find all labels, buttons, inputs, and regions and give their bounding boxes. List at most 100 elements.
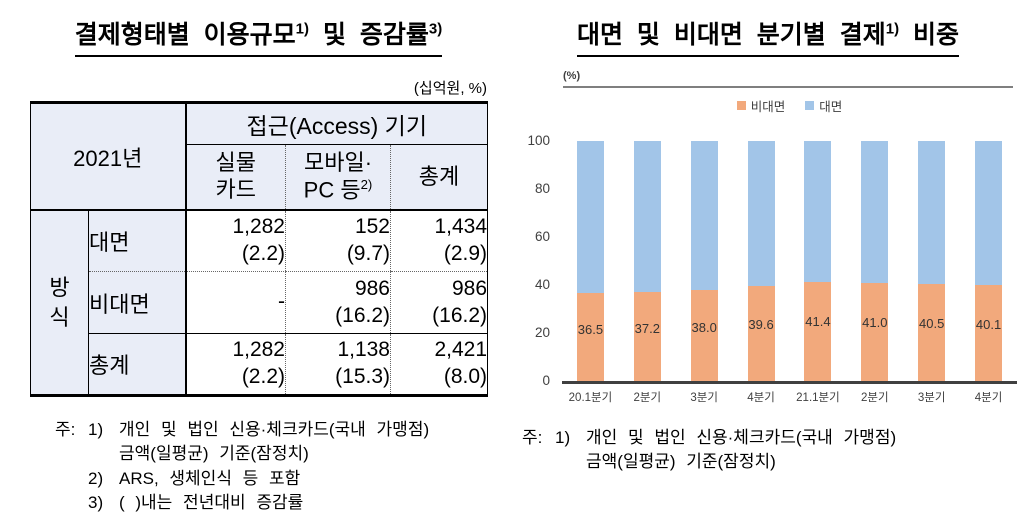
bidaemyeon-bar-segment: 41.4	[804, 281, 832, 381]
table-cell: 152 (9.7)	[285, 210, 391, 272]
daemyeon-bar-segment	[690, 141, 718, 290]
chart-title-text: 대면 및 비대면 분기별 결제1) 비중	[576, 15, 960, 57]
cell-change: (2.2)	[241, 242, 285, 265]
table-cell: 986 (16.2)	[285, 271, 391, 334]
chart-top-rule	[563, 86, 1013, 88]
cell-value: 1,282	[232, 338, 285, 362]
daemyeon-bar-segment	[747, 141, 775, 286]
x-tick-label: 4분기	[974, 392, 1003, 404]
bar-value-label: 41.0	[862, 315, 888, 331]
legend-label: 비대면	[750, 100, 786, 114]
bidaemyeon-bar-segment: 36.5	[576, 293, 604, 381]
stacked-bar: 41.0	[861, 141, 889, 381]
y-tick-label: 80	[534, 181, 550, 196]
bar-slot: 40.1	[960, 141, 1017, 381]
bar-slot: 41.0	[846, 141, 903, 381]
bar-slot: 36.5	[562, 141, 619, 381]
cell-value: 986	[354, 276, 390, 300]
daemyeon-bar-segment	[576, 141, 604, 294]
cell-change: (9.7)	[346, 242, 390, 265]
cell-value: 2,421	[434, 338, 488, 362]
table-cell: 1,282 (2.2)	[186, 334, 286, 396]
stacked-bar: 41.4	[804, 141, 832, 381]
left-panel-title: 결제형태별 이용규모1) 및 증감률3)	[30, 15, 487, 57]
x-tick-label: 21.1분기	[796, 392, 840, 404]
legend-swatch	[736, 101, 746, 110]
bidaemyeon-bar-segment: 38.0	[690, 289, 718, 381]
x-axis: 20.1분기 2분기 3분기 4분기 21.1분기 2분기 3분기 4분기	[562, 389, 1017, 405]
legend-item: 비대면	[736, 96, 786, 115]
left-title-text: 결제형태별 이용규모1) 및 증감률3)	[74, 15, 443, 57]
bidaemyeon-bar-segment: 37.2	[633, 291, 661, 381]
footnote-line: 주: 1) 개인 및 법인 신용·체크카드(국내 가맹점) 금액(일평균) 기준…	[522, 428, 897, 472]
cell-value: 1,138	[337, 338, 390, 362]
footnote-line: 2) ARS, 생체인식 등 포함	[88, 468, 301, 488]
bar-slot: 38.0	[676, 141, 733, 381]
row-label-daemyeon: 대면	[88, 210, 187, 272]
x-tick-label: 3분기	[917, 392, 946, 404]
column-header-physical-card: 실물 카드	[185, 144, 286, 211]
daemyeon-bar-segment	[633, 141, 661, 292]
footnote-line: 주: 1) 개인 및 법인 신용·체크카드(국내 가맹점) 금액(일평균) 기준…	[55, 420, 430, 464]
x-tick-label: 2분기	[633, 392, 662, 404]
column-header-mobile-pc: 모바일· PC 등2)	[285, 144, 391, 211]
left-footnotes: 주: 1) 개인 및 법인 신용·체크카드(국내 가맹점) 금액(일평균) 기준…	[55, 418, 500, 515]
year-header-cell: 2021년	[30, 102, 187, 211]
stacked-bar: 38.0	[690, 141, 718, 381]
stacked-bar: 39.6	[747, 141, 775, 381]
cell-change: (2.2)	[241, 365, 285, 388]
bar-value-label: 37.2	[634, 321, 660, 337]
row-label-chonggye: 총계	[88, 333, 187, 396]
x-tick-label: 2분기	[861, 392, 889, 404]
y-tick-label: 60	[534, 229, 550, 244]
chart-legend: 비대면 대면	[562, 96, 1017, 115]
table-cell: 2,421 (8.0)	[389, 333, 488, 396]
left-panel: 결제형태별 이용규모1) 및 증감률3) (십억원, %) 2021년 접근(A…	[0, 0, 500, 515]
daemyeon-bar-segment	[804, 141, 832, 282]
plot-area: 36.5 37.2 38.0 39.6 41.4 41.0 40.5 40.1 0 20 40 60 8…	[527, 133, 1017, 388]
bar-value-label: 36.5	[577, 322, 604, 338]
chart-title: 대면 및 비대면 분기별 결제1) 비중	[518, 15, 1018, 57]
bar-slot: 37.2	[619, 141, 676, 381]
x-tick-label: 4분기	[747, 392, 775, 404]
x-tick-label: 3분기	[690, 392, 718, 404]
daemyeon-bar-segment	[861, 141, 889, 283]
bidaemyeon-bar-segment: 40.5	[918, 283, 946, 381]
x-tick-label: 20.1분기	[568, 392, 613, 404]
bar-value-label: 38.0	[691, 319, 717, 335]
bidaemyeon-bar-segment: 40.1	[975, 284, 1003, 381]
y-tick-label: 40	[534, 277, 550, 292]
access-device-header-cell: 접근(Access) 기기	[185, 102, 488, 145]
table-cell: -	[185, 271, 286, 334]
title-footnote-marker: 1)	[885, 20, 900, 38]
bar-slot: 39.6	[733, 141, 790, 381]
title-footnote-marker: 1)	[295, 20, 310, 38]
y-tick-label: 100	[527, 133, 550, 148]
bar-slot: 41.4	[790, 141, 847, 381]
title-footnote-marker: 3)	[428, 20, 443, 38]
table-cell: 1,282 (2.2)	[185, 210, 286, 272]
cell-change: (15.3)	[335, 365, 390, 388]
cell-value: 986	[451, 276, 488, 300]
legend-item: 대면	[805, 96, 842, 115]
payment-stats-table: 2021년 접근(Access) 기기 실물 카드 모바일· PC 등2) 총계…	[30, 101, 489, 397]
right-footnotes: 주: 1) 개인 및 법인 신용·체크카드(국내 가맹점) 금액(일평균) 기준…	[522, 426, 1020, 475]
cell-value: 1,434	[434, 215, 488, 239]
stacked-bar: 40.1	[975, 141, 1003, 381]
cell-change: (16.2)	[432, 303, 488, 327]
cell-change: (16.2)	[335, 303, 390, 327]
y-tick-label: 0	[542, 373, 550, 388]
bar-value-label: 41.4	[805, 314, 831, 330]
row-group-label-cell: 방식	[30, 210, 89, 396]
cell-value: 1,282	[232, 215, 285, 239]
footnote-line: 3) ( )내는 전년대비 증감률	[88, 492, 304, 512]
table-cell: 1,434 (2.9)	[389, 210, 488, 272]
column-header-total: 총계	[389, 144, 488, 211]
y-axis-unit-label: (%)	[563, 70, 581, 82]
bar-value-label: 40.5	[919, 315, 945, 331]
right-panel: 대면 및 비대면 분기별 결제1) 비중 (%) 비대면 대면 36.5 37.2 3…	[512, 0, 1024, 475]
bar-value-label: 39.6	[748, 317, 774, 333]
cell-value: 152	[354, 215, 390, 239]
cell-change: (8.0)	[443, 365, 488, 388]
